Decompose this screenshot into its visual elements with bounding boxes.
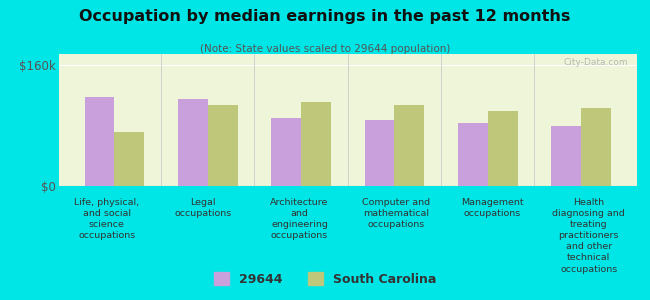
Bar <box>271 118 301 186</box>
Text: Life, physical,
and social
science
occupations: Life, physical, and social science occup… <box>74 198 139 240</box>
Text: Legal
occupations: Legal occupations <box>174 198 232 218</box>
Bar <box>458 123 488 186</box>
Bar <box>365 120 395 186</box>
Bar <box>114 132 144 186</box>
Text: Computer and
mathematical
occupations: Computer and mathematical occupations <box>362 198 430 229</box>
Text: Management
occupations: Management occupations <box>461 198 524 218</box>
Bar <box>301 101 331 186</box>
Bar <box>84 97 114 186</box>
Text: Occupation by median earnings in the past 12 months: Occupation by median earnings in the pas… <box>79 9 571 24</box>
Bar <box>208 104 238 186</box>
Legend: 29644, South Carolina: 29644, South Carolina <box>209 267 441 291</box>
Bar <box>581 108 611 186</box>
Text: (Note: State values scaled to 29644 population): (Note: State values scaled to 29644 popu… <box>200 44 450 53</box>
Text: City-Data.com: City-Data.com <box>564 58 629 67</box>
Bar <box>395 105 424 186</box>
Bar <box>178 99 208 186</box>
Text: Architecture
and
engineering
occupations: Architecture and engineering occupations <box>270 198 329 240</box>
Bar <box>551 126 581 186</box>
Bar <box>488 111 517 186</box>
Text: Health
diagnosing and
treating
practitioners
and other
technical
occupations: Health diagnosing and treating practitio… <box>552 198 625 274</box>
